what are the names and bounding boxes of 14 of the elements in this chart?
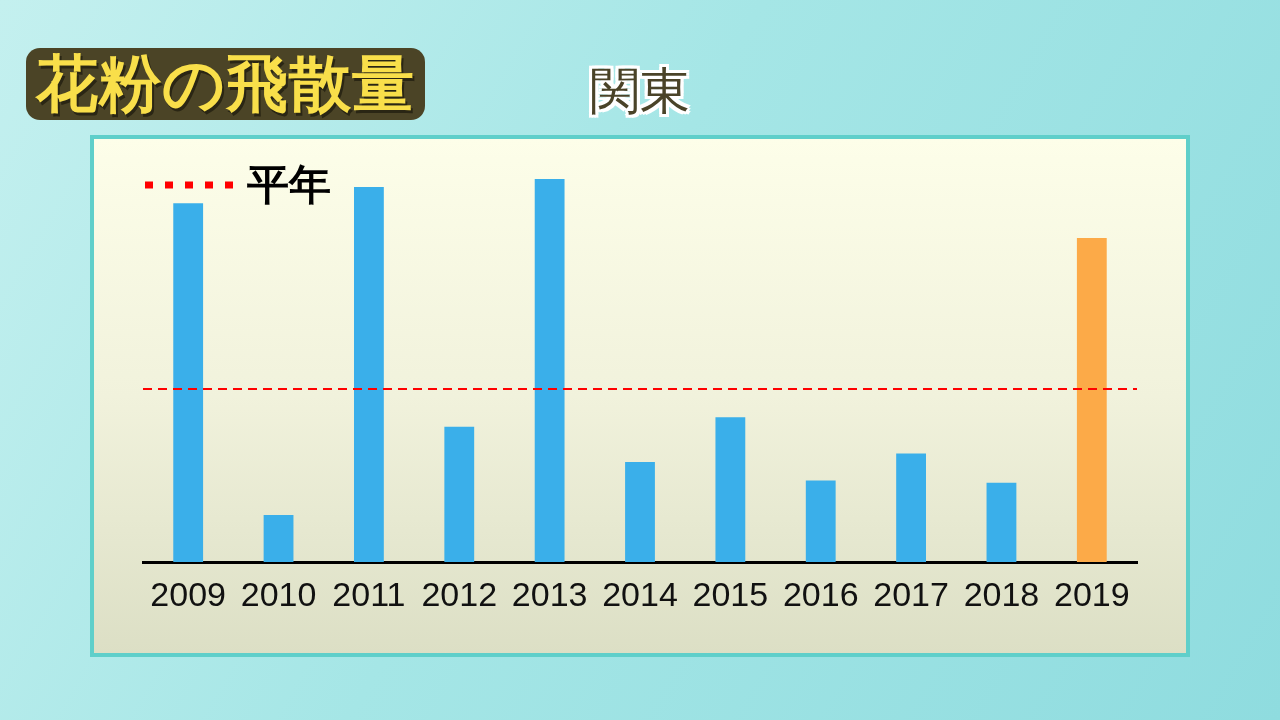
x-tick-label: 2018 (963, 574, 1040, 613)
x-tick-label: 2014 (602, 574, 678, 613)
x-tick-label: 2009 (150, 574, 226, 613)
chart-subtitle: 関東 (589, 62, 691, 121)
x-tick-label: 2016 (782, 574, 859, 613)
chart-title: 花粉の飛散量 (26, 48, 425, 120)
x-tick-label: 2012 (421, 574, 498, 613)
x-tick-label: 2017 (873, 574, 949, 613)
x-tick-label: 2010 (240, 574, 317, 613)
x-tick-label: 2015 (692, 574, 769, 613)
x-tick-label: 2019 (1054, 574, 1130, 613)
x-tick-label: 2013 (511, 574, 588, 613)
legend-label: 平年 (246, 160, 331, 208)
x-tick-label: 2011 (332, 574, 406, 613)
